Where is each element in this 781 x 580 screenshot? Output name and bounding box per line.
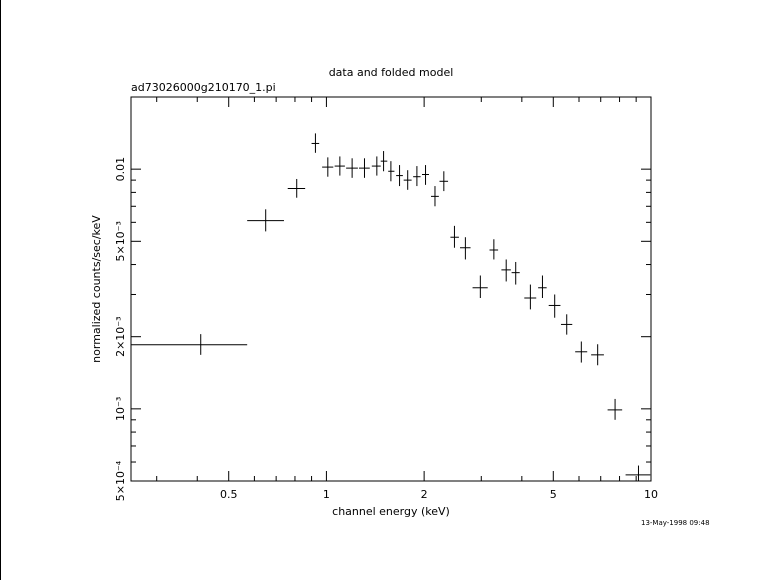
data-point — [247, 209, 284, 232]
data-point — [501, 259, 511, 282]
data-point — [431, 186, 439, 207]
data-point — [346, 158, 358, 178]
x-tick-label: 0.5 — [220, 488, 238, 501]
data-point — [388, 161, 395, 182]
data-point — [591, 344, 604, 366]
data-point — [511, 261, 520, 285]
data-point — [560, 314, 573, 335]
data-point — [548, 294, 561, 318]
x-tick-label: 5 — [550, 488, 557, 501]
data-point — [439, 171, 449, 192]
x-tick-label: 1 — [323, 488, 330, 501]
chart-title: data and folded model — [329, 66, 454, 79]
y-tick-label: 0.01 — [114, 157, 127, 182]
data-point — [403, 170, 412, 190]
x-tick-label: 2 — [421, 488, 428, 501]
data-point — [322, 157, 334, 177]
data-point — [489, 239, 499, 260]
x-axis-ticks — [156, 97, 652, 481]
data-point — [334, 156, 345, 176]
y-axis-tick-labels: 5×10⁻⁴ 10⁻³ 2×10⁻³ 5×10⁻³ 0.01 — [114, 157, 127, 501]
y-axis-label: normalized counts/sec/keV — [90, 215, 103, 363]
timestamp: 13-May-1998 09:48 — [641, 519, 710, 527]
y-tick-label: 2×10⁻³ — [114, 316, 127, 356]
data-point — [396, 165, 403, 187]
data-point — [421, 165, 429, 185]
x-tick-label: 10 — [644, 488, 658, 501]
x-axis-tick-labels: 0.5 1 2 5 10 — [220, 488, 658, 501]
data-points — [131, 133, 651, 481]
y-tick-label: 5×10⁻⁴ — [114, 460, 127, 501]
data-point — [472, 275, 488, 299]
data-point — [607, 398, 623, 420]
data-point — [358, 158, 370, 178]
data-point — [371, 156, 381, 176]
chart-subtitle: ad73026000g210170_1.pi — [131, 81, 276, 94]
y-axis-ticks — [131, 96, 651, 482]
data-point — [413, 166, 421, 187]
data-point — [287, 178, 306, 198]
data-point — [524, 284, 537, 310]
y-tick-label: 5×10⁻³ — [114, 221, 127, 261]
data-point — [380, 151, 388, 172]
data-point — [575, 341, 588, 363]
data-point — [538, 275, 547, 299]
data-point — [311, 133, 320, 153]
data-point — [450, 225, 459, 248]
data-point — [131, 334, 248, 355]
window-left-border — [0, 0, 1, 580]
x-axis-label: channel energy (keV) — [332, 505, 450, 518]
data-point — [460, 237, 471, 260]
data-point — [625, 465, 651, 481]
y-tick-label: 10⁻³ — [114, 397, 127, 421]
plot-frame — [130, 96, 652, 482]
